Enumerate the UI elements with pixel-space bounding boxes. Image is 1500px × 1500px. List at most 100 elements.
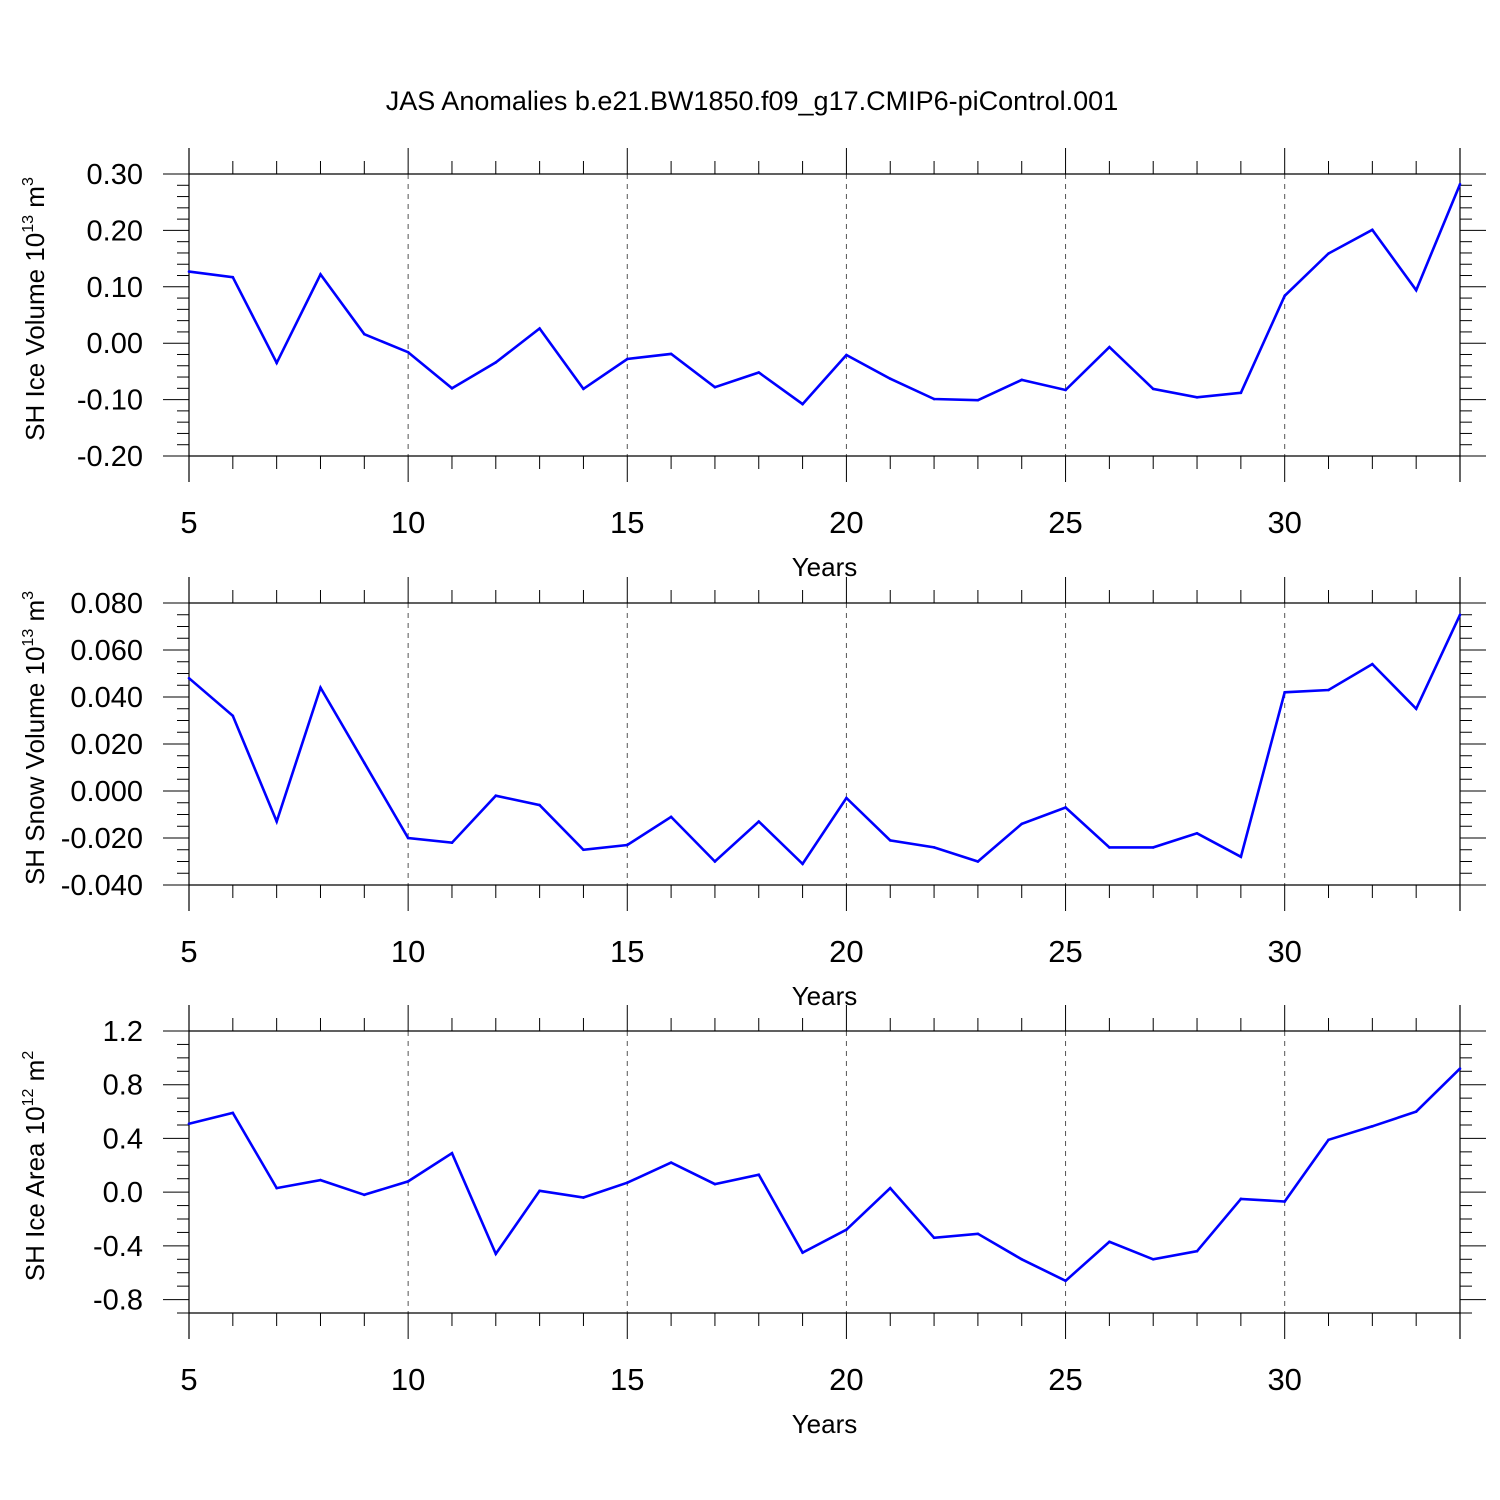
data-point [450, 1151, 454, 1155]
series-line-snow-volume [188, 614, 1462, 866]
data-point [1108, 1240, 1111, 1244]
data-point [713, 1182, 717, 1186]
panel-ice-area: 5 10 15 20 25 30 -0.8 -0.4 0.0 0.4 0.8 1.2 Years SH I… [20, 1005, 1486, 1439]
data-point [976, 860, 980, 863]
x-tick-label: 20 [829, 1362, 863, 1397]
data-point [1371, 662, 1374, 666]
data-point [494, 794, 498, 797]
x-tick-label: 10 [391, 505, 425, 540]
data-point [1283, 1200, 1286, 1203]
data-point [1458, 182, 1462, 186]
data-point [1371, 1125, 1374, 1128]
y-axis-title-unit-exponent: 3 [20, 177, 37, 186]
data-point [1020, 822, 1024, 826]
data-point [1327, 1138, 1330, 1142]
y-axis-title-main: SH Ice Area 10 [20, 1106, 50, 1281]
data-point [845, 796, 848, 800]
data-point [845, 1228, 848, 1232]
data-point [1283, 691, 1286, 694]
data-point [1414, 1110, 1418, 1113]
data-point [713, 860, 717, 863]
y-axis-title-unit: m [20, 186, 50, 215]
y-tick-label: 0.10 [87, 272, 143, 304]
y-tick-label: 0.040 [70, 682, 143, 714]
y-tick-label: -0.20 [77, 441, 143, 473]
y-tick-label: -0.8 [93, 1285, 143, 1317]
x-tick-label: 15 [610, 934, 644, 969]
x-axis-title: Years [792, 552, 858, 582]
data-point [450, 841, 454, 844]
y-tick-label: 0.0 [103, 1177, 143, 1209]
data-point [1151, 846, 1155, 849]
data-point [406, 350, 410, 354]
data-point [1064, 388, 1067, 392]
data-point [976, 398, 980, 402]
y-tick-label: 0.060 [70, 635, 143, 667]
data-point [669, 815, 673, 819]
data-point [538, 803, 541, 807]
data-point [1414, 707, 1418, 711]
panel-ice-volume: 5 10 15 20 25 30 -0.20 -0.10 0.00 0.10 0.20 0.30 Yea… [20, 148, 1486, 582]
data-point [275, 820, 278, 823]
data-point [1239, 391, 1243, 395]
data-point [187, 270, 191, 273]
data-point [625, 357, 629, 361]
y-axis-title-unit-exponent: 3 [20, 591, 37, 600]
y-axis-title: SH Ice Area 1012 m2 [20, 1051, 50, 1282]
panels: 5 10 15 20 25 30-0.20-0.100.000.100.200.30Yea… [20, 148, 1486, 1439]
x-tick-label: 25 [1048, 934, 1082, 969]
data-point [1195, 1249, 1199, 1253]
figure-title: JAS Anomalies b.e21.BW1850.f09_g17.CMIP6… [386, 86, 1118, 116]
series-line-ice-area [188, 1067, 1461, 1283]
data-point [888, 839, 892, 842]
x-tick-label: 30 [1267, 934, 1301, 969]
data-point [494, 1252, 498, 1256]
data-point [450, 387, 454, 390]
y-tick-label: 0.30 [87, 159, 143, 191]
x-tick-label: 5 [180, 1362, 197, 1397]
data-point [582, 1196, 585, 1199]
data-point [275, 1186, 278, 1190]
data-point [319, 686, 322, 689]
y-tick-label: 0.00 [87, 328, 143, 360]
data-point [1458, 1067, 1462, 1070]
data-point [538, 327, 541, 330]
y-axis-title-unit-exponent: 2 [20, 1051, 37, 1060]
y-tick-label: -0.4 [93, 1231, 143, 1263]
x-tick-label: 5 [180, 934, 197, 969]
data-point [319, 273, 322, 276]
data-point [757, 1173, 761, 1176]
data-point [669, 352, 673, 356]
y-axis-title-exponent: 12 [20, 1088, 37, 1106]
x-tick-label: 30 [1267, 1362, 1301, 1397]
data-point [1239, 855, 1243, 859]
y-tick-label: -0.10 [77, 385, 143, 417]
y-tick-label: 0.8 [103, 1070, 143, 1102]
x-tick-label: 30 [1267, 505, 1301, 540]
y-axis-title-main: SH Snow Volume 10 [20, 647, 50, 885]
x-tick-label: 10 [391, 1362, 425, 1397]
data-point [1020, 378, 1024, 382]
y-axis-title-exponent: 13 [20, 215, 37, 233]
y-tick-label: 0.000 [70, 776, 143, 808]
x-tick-label: 15 [610, 505, 644, 540]
y-axis-title-unit: m [20, 600, 50, 629]
data-point [801, 862, 804, 866]
data-point [932, 1236, 936, 1240]
data-point [231, 1111, 235, 1115]
data-point [845, 353, 848, 357]
y-axis-title-unit: m [20, 1060, 50, 1089]
data-point [932, 846, 936, 849]
data-point [1414, 288, 1418, 292]
data-point [757, 371, 761, 374]
x-tick-label: 10 [391, 934, 425, 969]
data-point [1458, 613, 1462, 617]
data-point [363, 761, 366, 765]
y-tick-label: 0.080 [70, 588, 143, 620]
data-point [801, 1251, 804, 1254]
data-point [1108, 345, 1111, 349]
x-tick-label: 20 [829, 505, 863, 540]
data-point [582, 387, 585, 391]
data-point [1195, 396, 1199, 399]
